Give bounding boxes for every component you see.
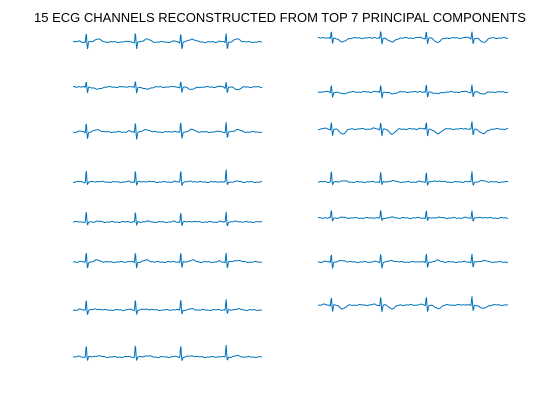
ecg-trace-right-5 [317, 210, 509, 222]
ecg-trace-right-1 [317, 31, 509, 45]
ecg-trace-left-2 [72, 81, 263, 94]
ecg-trace-right-2 [317, 84, 509, 99]
ecg-trace-left-8 [72, 344, 263, 361]
ecg-trace-left-6 [72, 252, 263, 269]
ecg-trace-left-5 [72, 211, 263, 227]
ecg-trace-right-7 [317, 296, 509, 313]
ecg-trace-right-6 [317, 253, 509, 269]
ecg-trace-left-3 [72, 122, 263, 140]
ecg-trace-right-3 [317, 121, 509, 137]
ecg-trace-left-1 [72, 33, 263, 50]
ecg-trace-left-7 [72, 299, 263, 315]
figure-title: 15 ECG CHANNELS RECONSTRUCTED FROM TOP 7… [34, 10, 526, 25]
ecg-trace-right-4 [317, 171, 509, 186]
ecg-trace-left-4 [72, 169, 263, 186]
